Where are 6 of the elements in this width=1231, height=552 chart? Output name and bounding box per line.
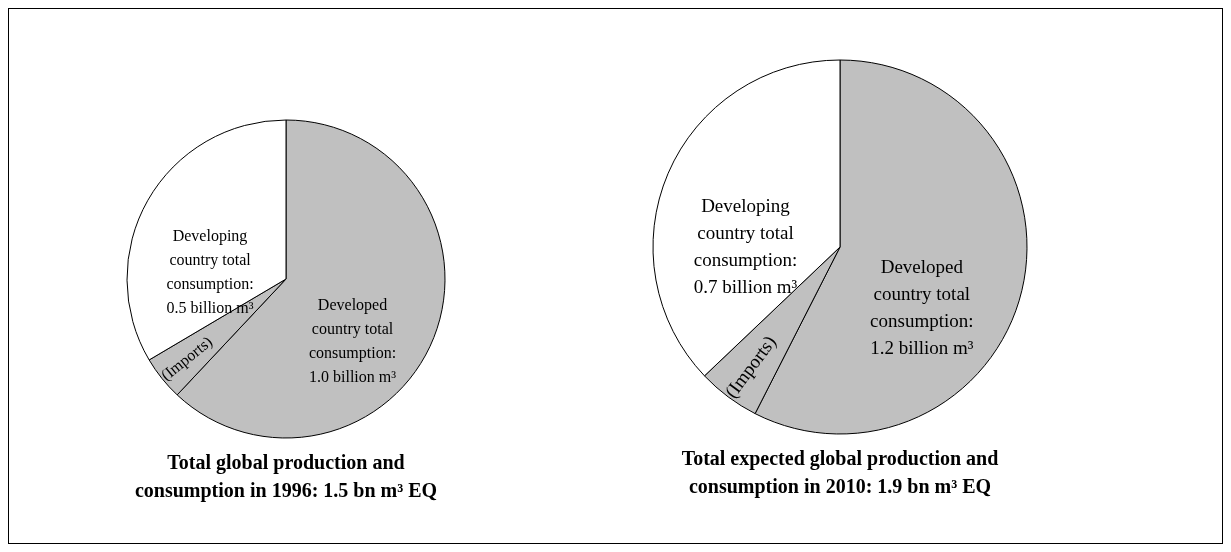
text: Total expected global production and consumption in 2010: 1.9 bn m³ EQ: [681, 447, 999, 498]
slice-label: Developed country total consumption: 1.2 billion m³: [870, 255, 974, 358]
text: Total global production and consumption in 1996: 1.5 bn m³ EQ: [134, 451, 438, 502]
slice-label: Developed country total consumption: 1.0 billion m³: [308, 296, 397, 386]
slice-label: Developing country total consumption: 0.5 billion m³: [166, 226, 254, 316]
slice-label: Developing country total consumption: 0.7 billion m³: [693, 195, 798, 298]
